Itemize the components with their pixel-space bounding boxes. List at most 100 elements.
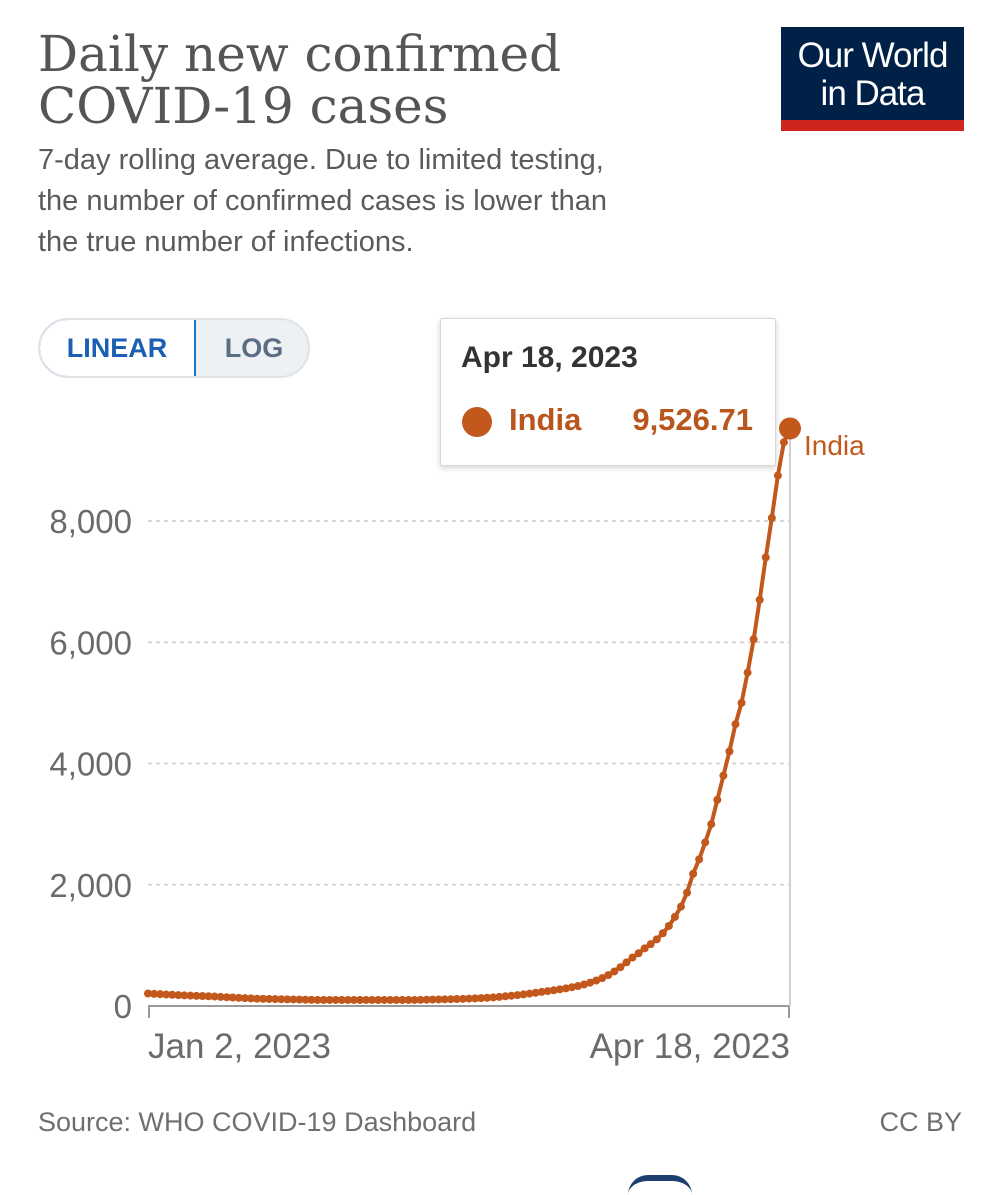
data-point [598, 974, 607, 983]
data-point [779, 438, 788, 447]
data-point [198, 992, 207, 1001]
data-point [477, 994, 486, 1003]
data-point [465, 994, 473, 1003]
x-axis-tick-labels: Jan 2, 2023 Apr 18, 2023 [148, 1027, 790, 1066]
data-tooltip: Apr 18, 2023 India 9,526.71 [440, 318, 776, 466]
data-point [325, 995, 334, 1004]
data-point [458, 994, 467, 1003]
data-point [676, 902, 685, 911]
data-point [216, 992, 225, 1001]
data-point [277, 995, 286, 1004]
data-point [240, 994, 249, 1003]
data-point [586, 978, 595, 987]
log-scale-button[interactable]: LOG [224, 333, 284, 363]
data-point [386, 995, 395, 1004]
data-point [489, 993, 498, 1002]
data-point [265, 994, 274, 1003]
data-point [410, 995, 419, 1004]
logo-line-2: in Data [820, 74, 926, 113]
chart-title: Daily new confirmed COVID-19 cases [38, 28, 738, 132]
data-point [610, 967, 619, 976]
chart-series: India [144, 417, 865, 1004]
data-point [192, 991, 201, 1000]
data-point [737, 698, 746, 707]
data-point [228, 993, 237, 1002]
data-point [374, 995, 383, 1004]
data-point [380, 995, 389, 1004]
data-point [567, 983, 576, 992]
data-point [362, 995, 371, 1004]
data-point [731, 720, 740, 729]
data-point [259, 994, 268, 1003]
data-point [343, 995, 352, 1004]
y-axis-tick-labels: 0 2,000 4,000 6,000 8,000 [49, 503, 132, 1025]
data-point [162, 990, 171, 999]
data-point [156, 990, 165, 999]
data-point [168, 990, 177, 999]
data-point [683, 888, 692, 897]
data-point [144, 989, 152, 998]
data-point [295, 995, 304, 1004]
x-tick-label-end: Apr 18, 2023 [590, 1027, 790, 1066]
data-point [561, 984, 570, 993]
data-point [204, 992, 213, 1001]
data-point [349, 995, 358, 1004]
data-point [434, 995, 443, 1004]
data-point [471, 994, 480, 1003]
data-point [331, 995, 340, 1004]
linear-scale-button[interactable]: LINEAR [40, 320, 196, 376]
data-point [767, 513, 776, 522]
our-world-in-data-logo[interactable]: Our World in Data [781, 27, 964, 131]
data-point [531, 988, 540, 997]
data-point [555, 985, 564, 994]
data-point [313, 995, 322, 1004]
data-point [707, 820, 716, 829]
data-point [307, 995, 316, 1004]
series-end-label: India [804, 430, 865, 461]
data-point [761, 553, 770, 562]
data-point [428, 995, 437, 1004]
x-tick-label-start: Jan 2, 2023 [148, 1027, 331, 1066]
chart-subtitle: 7-day rolling average. Due to limited te… [38, 140, 718, 263]
data-point [689, 869, 698, 878]
license-link[interactable]: CC BY [879, 1107, 962, 1137]
data-point [519, 990, 528, 999]
data-point [634, 949, 643, 958]
chart-gridlines [148, 520, 790, 886]
data-point [355, 995, 364, 1004]
source-link[interactable]: Source: WHO COVID-19 Dashboard [38, 1107, 477, 1137]
y-tick-label: 0 [114, 988, 132, 1025]
data-point [253, 994, 262, 1003]
series-line-india [147, 427, 792, 1002]
chart-subtitle-line-3: the true number of infections. [38, 226, 414, 258]
data-point [640, 944, 649, 953]
data-point [416, 995, 425, 1004]
y-tick-label: 2,000 [49, 867, 132, 904]
y-tick-label: 4,000 [49, 746, 132, 783]
data-point [537, 987, 546, 996]
tooltip-date: Apr 18, 2023 [461, 341, 638, 374]
data-point [664, 921, 673, 930]
data-point [646, 940, 655, 949]
data-point [452, 995, 461, 1004]
data-point [301, 995, 310, 1004]
data-point [440, 995, 449, 1004]
data-point [271, 995, 280, 1004]
y-tick-label: 6,000 [49, 624, 132, 661]
data-point [222, 993, 231, 1002]
data-point [368, 995, 377, 1004]
chart-subtitle-line-2: the number of confirmed cases is lower t… [38, 185, 607, 217]
data-point [628, 953, 637, 962]
data-point [604, 971, 613, 980]
data-point [404, 995, 413, 1004]
data-point [525, 989, 534, 998]
data-point [719, 771, 728, 780]
data-point [755, 595, 764, 604]
data-point [592, 976, 601, 985]
tooltip-series-dot-icon [462, 407, 492, 437]
data-point [180, 991, 189, 1000]
data-point [174, 991, 183, 1000]
line-chart[interactable]: 0 2,000 4,000 6,000 8,000 Jan 2, 2023 Apr 18,… [0, 0, 998, 1100]
data-point [695, 855, 704, 864]
data-point [658, 929, 667, 938]
